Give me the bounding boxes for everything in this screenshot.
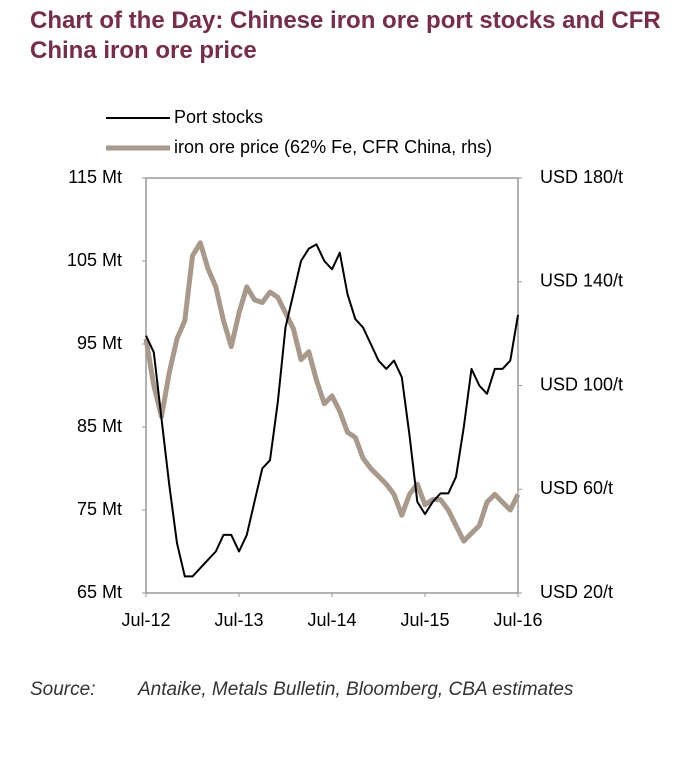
source-label: Source: — [30, 679, 96, 700]
series-line — [145, 243, 519, 578]
y-tick-label: 115 Mt — [68, 167, 122, 187]
y2-tick-label: USD 100/t — [540, 374, 623, 394]
legend-label: iron ore price (62% Fe, CFR China, rhs) — [174, 137, 492, 157]
y2-tick-label: USD 20/t — [540, 582, 613, 602]
x-tick-label: Jul-13 — [214, 610, 263, 630]
y-tick-label: 95 Mt — [77, 333, 122, 353]
y2-tick-label: USD 60/t — [540, 478, 613, 498]
y2-tick-label: USD 140/t — [540, 271, 623, 291]
source-text: Antaike, Metals Bulletin, Bloomberg, CBA… — [138, 679, 574, 700]
y-tick-label: 65 Mt — [77, 582, 122, 602]
chart-title: Chart of the Day: Chinese iron ore port … — [30, 7, 661, 64]
y-tick-label: 85 Mt — [77, 416, 122, 436]
y2-tick-label: USD 180/t — [540, 167, 623, 187]
y-tick-label: 75 Mt — [77, 499, 122, 519]
y-tick-label: 105 Mt — [67, 250, 122, 270]
x-tick-label: Jul-12 — [121, 610, 170, 630]
x-tick-label: Jul-16 — [493, 610, 542, 630]
legend-label: Port stocks — [174, 107, 263, 127]
x-tick-label: Jul-15 — [400, 610, 449, 630]
x-tick-label: Jul-14 — [307, 610, 356, 630]
plot-frame — [145, 177, 519, 594]
series-line — [143, 240, 521, 544]
